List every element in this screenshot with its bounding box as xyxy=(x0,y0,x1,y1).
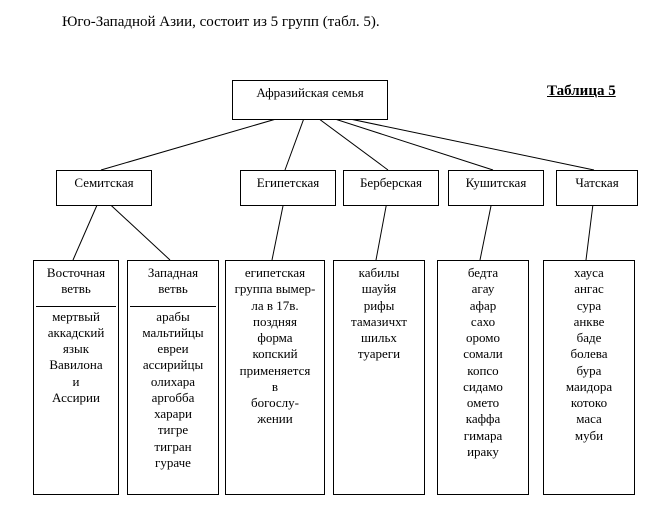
node-west: Западнаяветвь арабымальтийцыевреиассирий… xyxy=(127,260,219,495)
node-chatic_det-line: сура xyxy=(546,298,632,314)
node-west-line: тигран xyxy=(130,439,216,455)
node-berber_det-line: шильх xyxy=(336,330,422,346)
node-west-line: евреи xyxy=(130,341,216,357)
node-east-line: Вавилона xyxy=(36,357,116,373)
node-chatic_det: хаусаангассураанквебадеболевабурамаидора… xyxy=(543,260,635,495)
node-east-line: мертвый xyxy=(36,309,116,325)
node-egypt_det-line: жении xyxy=(228,411,322,427)
node-east-line: ветвь xyxy=(36,281,116,297)
node-berber_det-line: кабилы xyxy=(336,265,422,281)
node-cushitic: Кушитская xyxy=(448,170,544,206)
node-egypt_det-line: в xyxy=(228,379,322,395)
node-cushitic_det-line: каффа xyxy=(440,411,526,427)
node-berber-line: Берберская xyxy=(346,175,436,191)
node-cushitic_det-line: омето xyxy=(440,395,526,411)
node-cushitic_det-line: агау xyxy=(440,281,526,297)
node-egypt_det-line: богослу- xyxy=(228,395,322,411)
node-west-line: ветвь xyxy=(130,281,216,297)
node-east-line: Восточная xyxy=(36,265,116,281)
node-cushitic_det-line: бедта xyxy=(440,265,526,281)
node-cushitic_det-line: оромо xyxy=(440,330,526,346)
node-egyptian-line: Египетская xyxy=(243,175,333,191)
node-cushitic_det-line: сомали xyxy=(440,346,526,362)
node-cushitic_det-line: ираку xyxy=(440,444,526,460)
node-chatic_det-line: муби xyxy=(546,428,632,444)
node-berber_det-line: тамазичхт xyxy=(336,314,422,330)
node-cushitic_det-line: гимара xyxy=(440,428,526,444)
node-east: Восточнаяветвь мертвыйаккадскийязыкВавил… xyxy=(33,260,119,495)
node-berber_det-line: туареги xyxy=(336,346,422,362)
node-cushitic_det-line: афар xyxy=(440,298,526,314)
diagram-page: Юго-Западной Азии, состоит из 5 групп (т… xyxy=(0,0,663,526)
node-chatic_det-line: котоко xyxy=(546,395,632,411)
node-chatic-line: Чатская xyxy=(559,175,635,191)
node-west-line: гураче xyxy=(130,455,216,471)
node-chatic_det-line: маидора xyxy=(546,379,632,395)
node-east-line: язык xyxy=(36,341,116,357)
node-egyptian: Египетская xyxy=(240,170,336,206)
node-berber_det-line: шауйя xyxy=(336,281,422,297)
node-west-line: ассирийцы xyxy=(130,357,216,373)
node-east-line: и xyxy=(36,374,116,390)
node-berber: Берберская xyxy=(343,170,439,206)
node-west-line: арабы xyxy=(130,309,216,325)
node-root: Афразийская семья xyxy=(232,80,388,120)
node-east-line: аккадский xyxy=(36,325,116,341)
node-chatic_det-line: анкве xyxy=(546,314,632,330)
node-west-line: мальтийцы xyxy=(130,325,216,341)
node-west-divider xyxy=(130,306,216,307)
node-cushitic-line: Кушитская xyxy=(451,175,541,191)
node-west-line xyxy=(130,298,216,304)
node-egypt_det-line: поздняя xyxy=(228,314,322,330)
node-egypt_det-line: египетская xyxy=(228,265,322,281)
node-egypt_det: египетскаягруппа вымер-ла в 17в.поздняяф… xyxy=(225,260,325,495)
node-cushitic_det-line: сидамо xyxy=(440,379,526,395)
node-chatic: Чатская xyxy=(556,170,638,206)
node-cushitic_det-line: сахо xyxy=(440,314,526,330)
node-root-line: Афразийская семья xyxy=(235,85,385,101)
node-chatic_det-line: бура xyxy=(546,363,632,379)
node-chatic_det-line: ангас xyxy=(546,281,632,297)
node-egypt_det-line: копский xyxy=(228,346,322,362)
node-semitic-line: Семитская xyxy=(59,175,149,191)
node-east-line xyxy=(36,298,116,304)
node-east-divider xyxy=(36,306,116,307)
node-west-line: тигре xyxy=(130,422,216,438)
node-berber_det: кабилышауйярифытамазичхтшильхтуареги xyxy=(333,260,425,495)
node-egypt_det-line: применяется xyxy=(228,363,322,379)
node-cushitic_det-line: копсо xyxy=(440,363,526,379)
node-berber_det-line: рифы xyxy=(336,298,422,314)
table-number-label: Таблица 5 xyxy=(547,83,616,100)
node-chatic_det-line: баде xyxy=(546,330,632,346)
node-egypt_det-line: форма xyxy=(228,330,322,346)
node-chatic_det-line: хауса xyxy=(546,265,632,281)
node-chatic_det-line: маса xyxy=(546,411,632,427)
node-semitic: Семитская xyxy=(56,170,152,206)
node-cushitic_det: бедтаагауафарсахооромосомаликопсосидамоо… xyxy=(437,260,529,495)
node-egypt_det-line: ла в 17в. xyxy=(228,298,322,314)
node-east-line: Ассирии xyxy=(36,390,116,406)
page-caption: Юго-Западной Азии, состоит из 5 групп (т… xyxy=(62,14,380,31)
node-west-line: Западная xyxy=(130,265,216,281)
node-west-line: харари xyxy=(130,406,216,422)
node-west-line: аргобба xyxy=(130,390,216,406)
node-chatic_det-line: болева xyxy=(546,346,632,362)
node-egypt_det-line: группа вымер- xyxy=(228,281,322,297)
node-west-line: олихара xyxy=(130,374,216,390)
